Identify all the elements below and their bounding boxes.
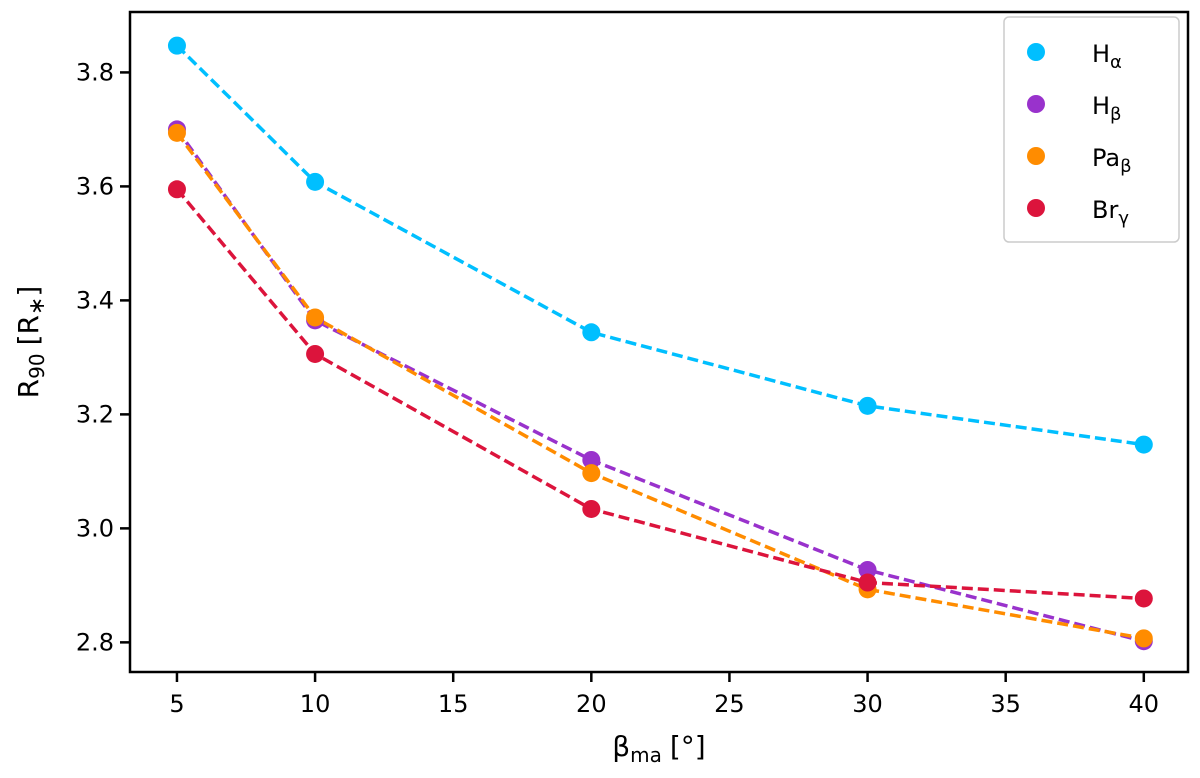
y-tick-label: 3.0: [76, 514, 114, 542]
series-point-0: [858, 396, 877, 415]
series-points: [167, 36, 1153, 651]
series-point-0: [167, 36, 186, 55]
y-axis-title-sub: 90: [25, 353, 49, 378]
legend-items: Hα Hβ Paβ Brγ: [1027, 40, 1132, 229]
series-point-2: [1134, 629, 1153, 648]
legend-label-0: Hα: [1092, 40, 1122, 73]
legend-marker-2: [1027, 147, 1045, 165]
x-tick-label: 30: [852, 690, 883, 718]
x-axis-title-base: β: [612, 730, 630, 763]
series-point-3: [1134, 589, 1153, 608]
series-point-2: [306, 308, 325, 327]
series-point-2: [582, 464, 601, 483]
legend-label-3: Brγ: [1092, 196, 1129, 229]
y-axis-title-unit: [R: [12, 315, 45, 345]
series-point-1: [858, 560, 877, 579]
legend: Hα Hβ Paβ Brγ: [1003, 16, 1180, 243]
series-point-3: [858, 573, 877, 592]
y-axis-title-unit-end: ]: [12, 286, 45, 297]
legend-label-2: Paβ: [1092, 144, 1132, 177]
series-point-3: [306, 344, 325, 363]
x-axis-title: βma [°]: [612, 730, 705, 767]
x-tick-label: 25: [714, 690, 745, 718]
legend-marker-3: [1027, 199, 1045, 217]
y-axis-title-unit-sub: ∗: [25, 297, 50, 315]
x-axis-title-unit: [°]: [670, 730, 706, 763]
series-line-3: [175, 188, 1144, 601]
axis-ticks: 5 10 15 20 25 30 35 40 2.8 3.0 3.2 3.4 3.6 3.8: [76, 58, 1159, 718]
y-axis-title-base: R: [12, 379, 45, 398]
y-tick-label: 3.2: [76, 400, 114, 428]
y-tick-label: 3.6: [76, 172, 114, 200]
legend-label-1: Hβ: [1092, 92, 1122, 125]
series-point-2: [167, 123, 186, 142]
x-tick-label: 35: [990, 690, 1021, 718]
legend-marker-0: [1027, 43, 1045, 61]
x-tick-label: 20: [576, 690, 607, 718]
x-tick-label: 15: [438, 690, 469, 718]
y-axis-title: R90 [R∗]: [12, 286, 50, 399]
legend-box: [1003, 16, 1180, 243]
series-point-3: [582, 499, 601, 518]
x-tick-label: 5: [169, 690, 184, 718]
series-line-0: [175, 44, 1145, 447]
series-point-0: [306, 172, 325, 191]
series-line-2: [175, 131, 1145, 641]
series-point-0: [582, 323, 601, 342]
y-tick-label: 3.8: [76, 58, 114, 86]
plot-frame: [128, 10, 1190, 674]
x-axis-title-sub: ma: [630, 743, 662, 767]
x-tick-label: 40: [1129, 690, 1160, 718]
series-point-3: [167, 180, 186, 199]
x-tick-label: 10: [300, 690, 331, 718]
series-point-1: [582, 450, 601, 469]
y-tick-label: 2.8: [76, 628, 114, 656]
legend-marker-1: [1027, 95, 1045, 113]
series-point-0: [1134, 435, 1153, 454]
series-lines: [175, 44, 1145, 643]
y-tick-label: 3.4: [76, 286, 114, 314]
series-line-1: [175, 128, 1145, 643]
